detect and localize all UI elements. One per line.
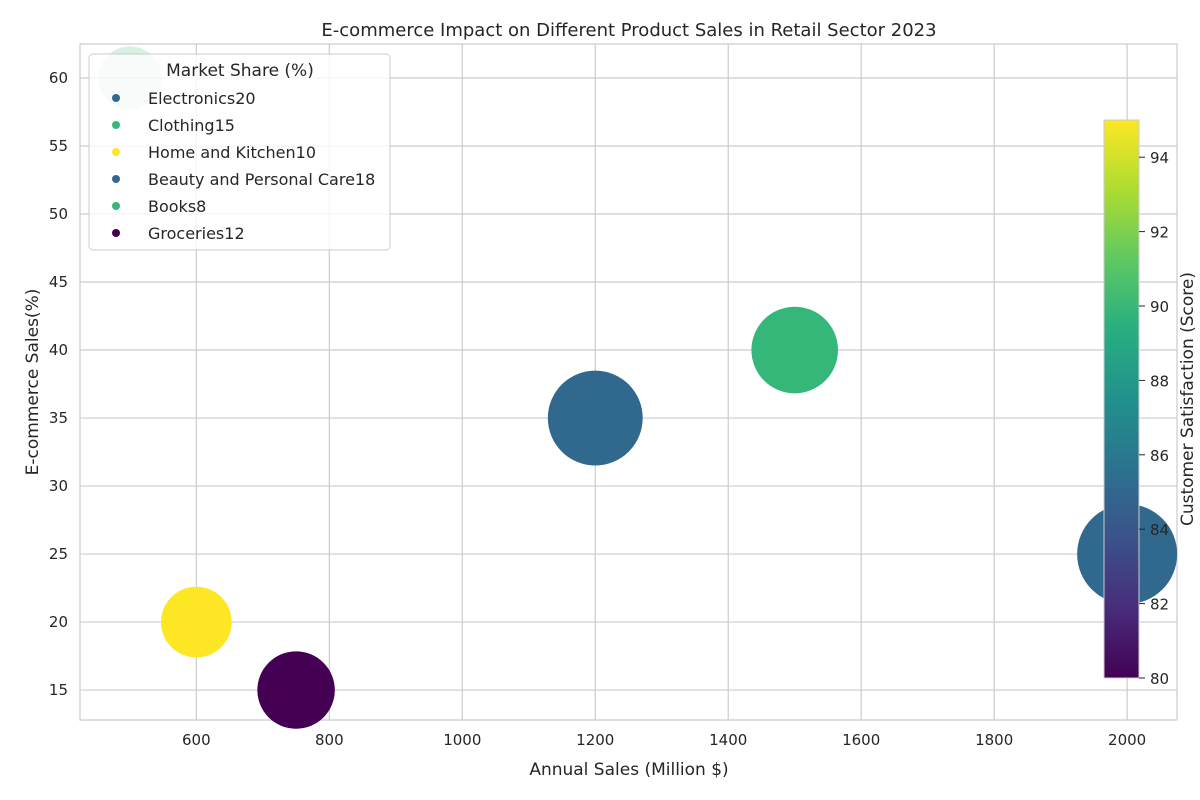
x-tick-label: 1000 [443,731,481,749]
colorbar-label: Customer Satisfaction (Score) [1178,272,1198,526]
legend-label: Home and Kitchen10 [148,143,316,162]
bubble-clothing [751,306,839,394]
x-tick-label: 1400 [709,731,747,749]
chart-title: E-commerce Impact on Different Product S… [321,20,936,41]
bubble-home-and-kitchen [160,586,232,658]
plot-frame [79,43,1178,721]
colorbar-tick-label: 92 [1150,224,1169,242]
legend-marker [112,202,120,210]
colorbar-tick-label: 82 [1150,596,1169,614]
colorbar-tick-label: 80 [1150,670,1169,688]
colorbar-tick-label: 86 [1150,447,1169,465]
legend: Market Share (%) Electronics20 Clothing15… [88,53,391,251]
x-tick-labels: 600 800 1000 1200 1400 1600 1800 2000 [182,731,1146,749]
y-tick-label: 40 [49,341,68,359]
legend-title: Market Share (%) [166,61,314,81]
x-axis-label: Annual Sales (Million $) [529,760,728,780]
legend-marker [112,229,120,237]
legend-label: Books8 [148,197,206,216]
colorbar-tick-label: 94 [1150,149,1169,167]
bubble-beauty-and-personal-care [547,370,643,466]
legend-marker [112,94,120,102]
y-tick-label: 30 [49,477,68,495]
x-tick-label: 800 [315,731,344,749]
colorbar-tick-label: 88 [1150,372,1169,390]
x-tick-label: 1600 [842,731,880,749]
legend-label: Groceries12 [148,224,245,243]
y-tick-label: 35 [49,409,68,427]
x-tick-label: 600 [182,731,211,749]
legend-marker [112,121,120,129]
x-tick-label: 1200 [576,731,614,749]
y-tick-label: 45 [49,273,68,291]
colorbar: 80 82 84 86 88 90 92 94 Customer Satisfaction (… [1103,119,1198,688]
legend-label: Electronics20 [148,89,256,108]
colorbar-tick-label: 90 [1150,298,1169,316]
bubble-groceries [257,651,335,729]
y-tick-label: 50 [49,205,68,223]
colorbar-tick-label: 84 [1150,521,1169,539]
y-tick-labels: 15 20 25 30 35 40 45 50 55 60 [49,69,68,699]
legend-box [88,53,391,251]
x-tick-label: 1800 [975,731,1013,749]
x-tick-label: 2000 [1108,731,1146,749]
colorbar-gradient [1103,119,1140,679]
legend-marker [112,175,120,183]
legend-label: Beauty and Personal Care18 [148,170,375,189]
legend-marker [112,148,120,156]
y-tick-label: 15 [49,681,68,699]
y-tick-label: 20 [49,613,68,631]
legend-label: Clothing15 [148,116,235,135]
y-tick-label: 25 [49,545,68,563]
y-tick-label: 60 [49,69,68,87]
y-tick-label: 55 [49,137,68,155]
y-axis-label: E-commerce Sales(%) [23,289,43,476]
